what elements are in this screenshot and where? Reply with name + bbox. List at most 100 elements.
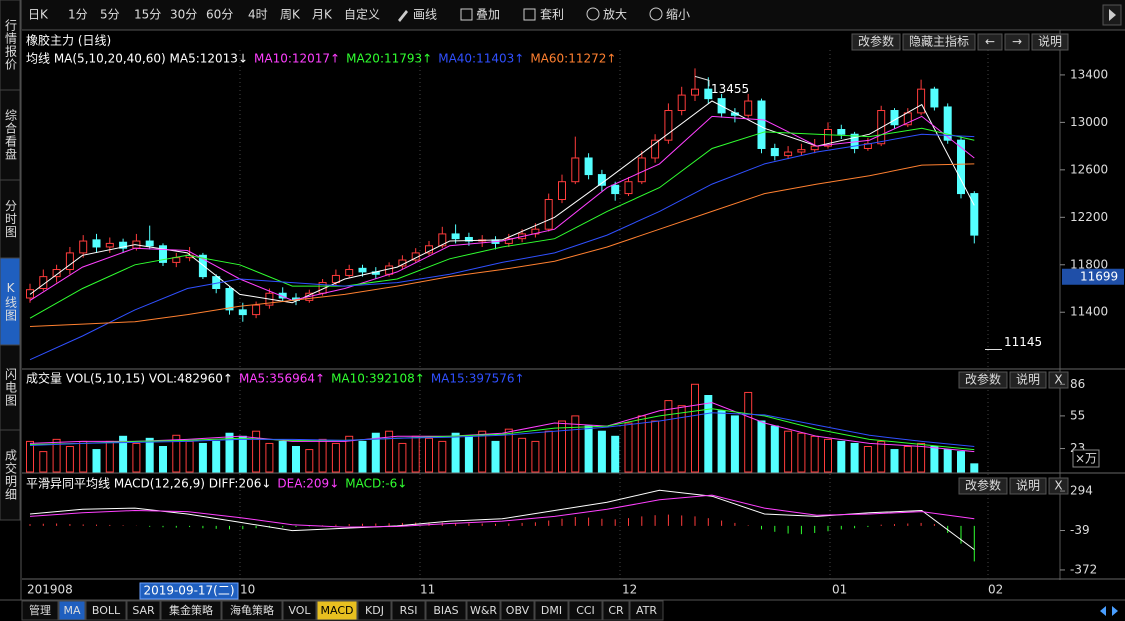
button[interactable] — [958, 371, 1008, 389]
candle-body — [385, 265, 394, 275]
candle-body — [504, 238, 513, 244]
bottom-tab-label: 海龟策略 — [230, 603, 274, 617]
volume-bar — [305, 449, 314, 473]
bottom-tab[interactable] — [602, 600, 630, 621]
ma-line — [29, 133, 975, 361]
toolbar-item[interactable]: 60分 — [206, 8, 233, 22]
bottom-tab[interactable] — [391, 600, 426, 621]
scroll-right[interactable] — [1112, 606, 1118, 616]
toolbar-item[interactable]: 月K — [312, 8, 333, 22]
volume-bar — [544, 430, 553, 473]
candle-body — [970, 193, 979, 236]
volume-bar — [824, 438, 832, 473]
candle-body — [757, 100, 766, 149]
unit-box — [1072, 449, 1100, 468]
button-label: → — [1012, 35, 1022, 49]
button[interactable] — [977, 33, 1003, 51]
bottom-tab[interactable] — [160, 600, 222, 621]
legend-item: MA15:397576↑ — [431, 372, 525, 386]
volume-bar — [252, 430, 261, 473]
candle-body — [225, 288, 234, 311]
button[interactable] — [1031, 33, 1069, 51]
volume-bar — [850, 442, 859, 473]
button[interactable] — [1004, 33, 1030, 51]
toolbar-item[interactable]: 自定义 — [344, 7, 380, 22]
bottom-tab[interactable] — [568, 600, 603, 621]
toolbar-item[interactable]: 放大 — [603, 7, 627, 22]
volume-bar — [611, 435, 620, 473]
button-label: 说明 — [1038, 34, 1062, 49]
volume-bar — [198, 442, 207, 473]
toolbar-item[interactable]: 30分 — [170, 8, 197, 22]
candle-body — [358, 267, 367, 273]
bottom-tab[interactable] — [282, 600, 317, 621]
volume-bar — [597, 430, 606, 473]
macd-line — [29, 489, 975, 551]
bottom-tab-label: 管理 — [29, 603, 51, 617]
candle-body — [544, 199, 553, 230]
candle-body — [651, 139, 660, 159]
button[interactable] — [958, 477, 1008, 495]
bottom-tab[interactable] — [629, 600, 664, 621]
button[interactable] — [1009, 371, 1047, 389]
bottom-tab[interactable] — [357, 600, 392, 621]
date-label: 10 — [240, 583, 255, 597]
toolbar-item[interactable]: 周K — [280, 8, 301, 22]
sidebar-tab[interactable] — [0, 429, 21, 521]
toolbar-bg — [0, 0, 1125, 30]
bottom-tab-label: ATR — [636, 604, 657, 617]
bottom-tab[interactable] — [500, 600, 535, 621]
toolbar-item[interactable]: 15分 — [134, 8, 161, 22]
scroll-left[interactable] — [1100, 606, 1106, 616]
volume-bar — [943, 449, 952, 473]
button[interactable] — [1048, 477, 1069, 495]
draw-icon — [398, 10, 408, 22]
volume-bar — [877, 440, 886, 473]
toolbar-item[interactable]: 日K — [28, 8, 49, 22]
legend-item: 平滑异同平均线 MACD(12,26,9) DIFF:206↓ — [26, 477, 271, 491]
volume-bar — [39, 451, 48, 473]
bottom-tab[interactable] — [534, 600, 569, 621]
candle-body — [691, 88, 699, 96]
candle-body — [252, 304, 261, 316]
volume-bar — [172, 434, 181, 473]
volume-bar — [65, 446, 74, 473]
legend-item: 成交量 VOL(5,10,15) VOL:482960↑ — [26, 371, 233, 386]
candle-body — [837, 129, 846, 135]
overlay-icon — [460, 8, 473, 21]
volume-bar — [651, 420, 660, 473]
legend-item: MA5:356964↑ — [239, 372, 325, 386]
button[interactable] — [851, 33, 901, 51]
sidebar-label: 成交明细 — [4, 449, 18, 501]
bottom-tab[interactable] — [21, 600, 59, 621]
cursor-date: 2019-09-17(二) — [143, 584, 234, 598]
volume-bar — [278, 440, 287, 473]
toolbar-item[interactable]: 缩小 — [666, 7, 690, 22]
legend-item: MACD:-6↓ — [345, 477, 407, 491]
toolbar-item[interactable]: 1分 — [68, 8, 88, 22]
toolbar-item[interactable]: 画线 — [413, 8, 437, 22]
bottom-tab[interactable] — [85, 600, 127, 621]
toolbar-item[interactable]: 4时 — [248, 8, 268, 22]
toolbar-item[interactable]: 套利 — [540, 8, 564, 22]
bottom-tab[interactable] — [58, 600, 86, 621]
bottom-tab[interactable] — [466, 600, 501, 621]
bottom-tab[interactable] — [316, 600, 358, 621]
bottom-tab[interactable] — [126, 600, 161, 621]
volume-bar — [464, 435, 473, 473]
volume-bar — [385, 430, 394, 473]
sidebar-label: 分时图 — [4, 199, 18, 238]
candle-body — [278, 292, 287, 299]
volume-bar — [930, 446, 939, 473]
y-tick-label: -39 — [1070, 523, 1090, 537]
toolbar-item[interactable]: 5分 — [100, 8, 120, 22]
bottom-tab[interactable] — [425, 600, 467, 621]
toolbar-item[interactable]: 叠加 — [476, 8, 500, 22]
button[interactable] — [902, 33, 976, 51]
button[interactable] — [1009, 477, 1047, 495]
candle-body — [584, 157, 593, 176]
volume-bar — [52, 438, 61, 473]
bottom-tab[interactable] — [221, 600, 283, 621]
